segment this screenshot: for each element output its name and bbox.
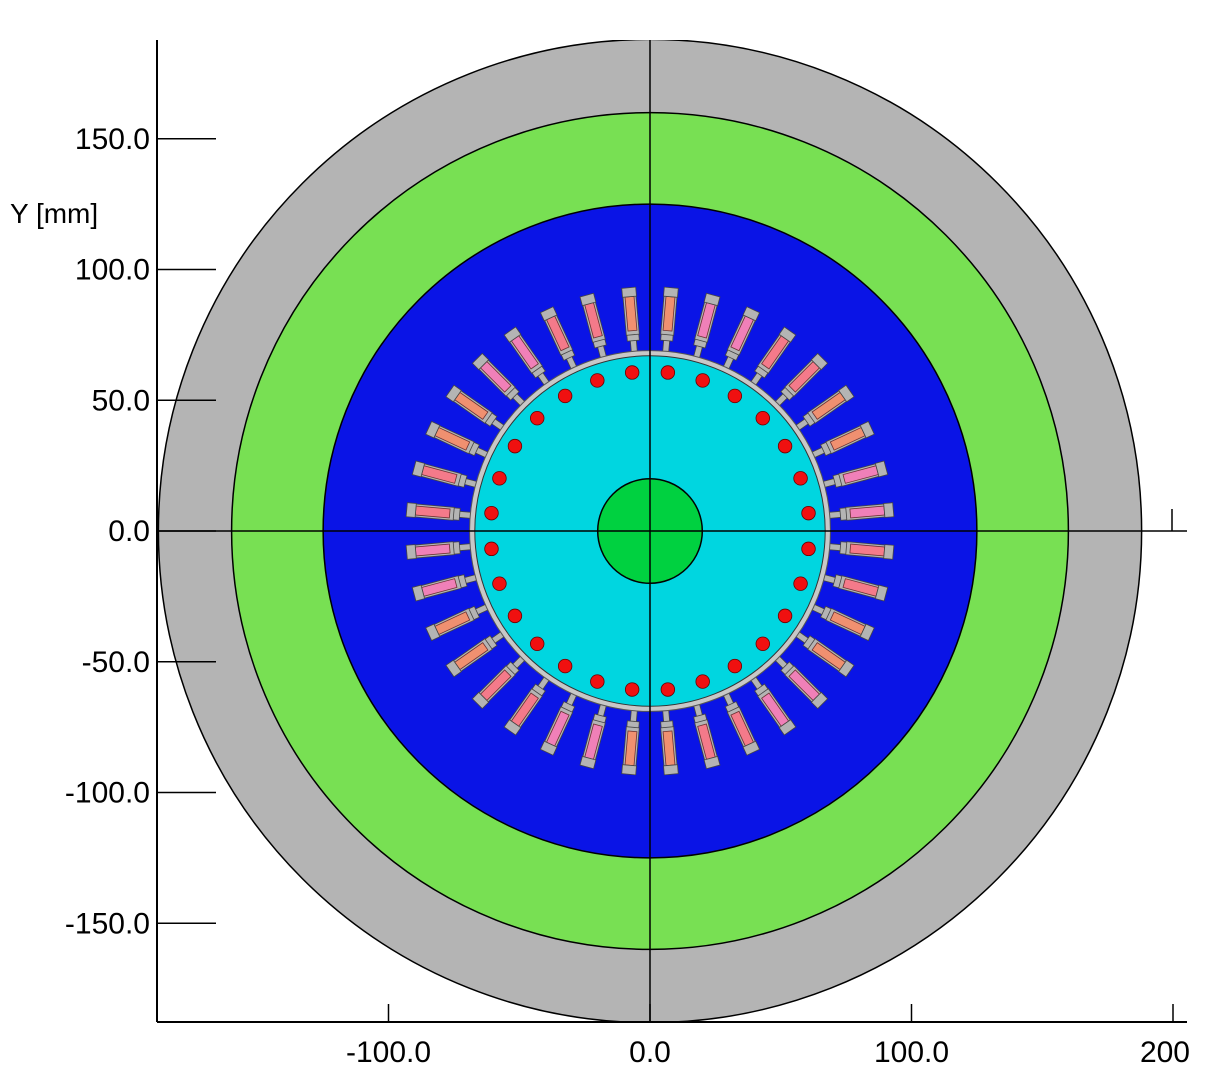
stator-slot bbox=[773, 352, 829, 408]
stator-slot bbox=[749, 675, 797, 736]
rotor-bar bbox=[590, 674, 605, 689]
rotor-bars bbox=[484, 365, 816, 697]
x-tick-label: 100.0 bbox=[874, 1036, 949, 1069]
stator-slot bbox=[425, 420, 490, 459]
stator-slot bbox=[827, 541, 895, 560]
stator-slot bbox=[445, 630, 506, 678]
y-tick-label: -50.0 bbox=[82, 646, 150, 679]
stator-slot bbox=[660, 286, 679, 354]
stator-slot bbox=[794, 384, 855, 432]
stator-slot bbox=[810, 603, 875, 642]
rotor-bar bbox=[557, 388, 573, 404]
stator-slot bbox=[503, 326, 551, 387]
stator-slot bbox=[810, 420, 875, 459]
stator-slot bbox=[722, 691, 761, 756]
stator-slot bbox=[579, 702, 608, 770]
stator-slot bbox=[692, 702, 721, 770]
rotor-bar bbox=[777, 608, 793, 624]
rotor-bar bbox=[492, 576, 507, 591]
rotor-bar bbox=[484, 505, 499, 521]
rotor-bar bbox=[492, 471, 507, 486]
stator-slot bbox=[773, 654, 829, 710]
y-tick-label: 50.0 bbox=[92, 384, 150, 417]
rotor-bar bbox=[660, 682, 676, 697]
rotor-bar bbox=[727, 388, 743, 404]
stator-slot bbox=[621, 286, 640, 354]
y-tick-label: -150.0 bbox=[65, 907, 150, 940]
stator-slot bbox=[425, 603, 490, 642]
stator-slot bbox=[411, 573, 479, 602]
x-tick-label: 0.0 bbox=[629, 1036, 671, 1069]
stator-slots bbox=[405, 286, 895, 776]
stator-slot bbox=[827, 502, 895, 521]
stator-slot bbox=[471, 352, 527, 408]
y-tick-label: 150.0 bbox=[75, 123, 150, 156]
rotor-bar bbox=[507, 608, 523, 624]
rotor-bar bbox=[530, 636, 545, 651]
rotor-bar bbox=[507, 438, 523, 454]
stator-slot bbox=[692, 292, 721, 360]
y-tick-label: 0.0 bbox=[108, 515, 150, 548]
rotor-bar bbox=[695, 674, 710, 689]
rotor-bar bbox=[484, 541, 499, 557]
stator-slot bbox=[621, 708, 640, 776]
stator-slot bbox=[503, 675, 551, 736]
y-axis-label: Y [mm] bbox=[10, 198, 98, 229]
stator-slot bbox=[445, 384, 506, 432]
stator-slot bbox=[749, 326, 797, 387]
rotor-bar bbox=[530, 411, 545, 426]
y-tick-label: -100.0 bbox=[65, 777, 150, 810]
rotor-bar bbox=[777, 438, 793, 454]
stator-slot bbox=[660, 708, 679, 776]
stator-slot bbox=[821, 460, 889, 489]
stator-slot bbox=[471, 654, 527, 710]
y-tick-label: 100.0 bbox=[75, 254, 150, 287]
rotor-bar bbox=[557, 658, 573, 674]
rotor-bar bbox=[755, 411, 770, 426]
rotor-bar bbox=[793, 576, 808, 591]
rotor-bar bbox=[727, 658, 743, 674]
rotor-bar bbox=[624, 682, 640, 697]
x-tick-label: 200 bbox=[1140, 1036, 1190, 1069]
rotor-bar bbox=[793, 471, 808, 486]
x-tick-label: -100.0 bbox=[346, 1036, 431, 1069]
stator-slot bbox=[794, 630, 855, 678]
rotor-bar bbox=[755, 636, 770, 651]
rotor-bar bbox=[624, 365, 640, 380]
stator-slot bbox=[539, 691, 578, 756]
rotor-bar bbox=[695, 373, 710, 388]
rotor-bar bbox=[801, 541, 816, 557]
stator-slot bbox=[405, 541, 473, 560]
stator-slot bbox=[722, 306, 761, 371]
stator-slot bbox=[579, 292, 608, 360]
rotor-bar bbox=[801, 505, 816, 521]
stator-slot bbox=[405, 502, 473, 521]
rotor-bar bbox=[660, 365, 676, 380]
rotor-bar bbox=[590, 373, 605, 388]
stator-slot bbox=[539, 306, 578, 371]
